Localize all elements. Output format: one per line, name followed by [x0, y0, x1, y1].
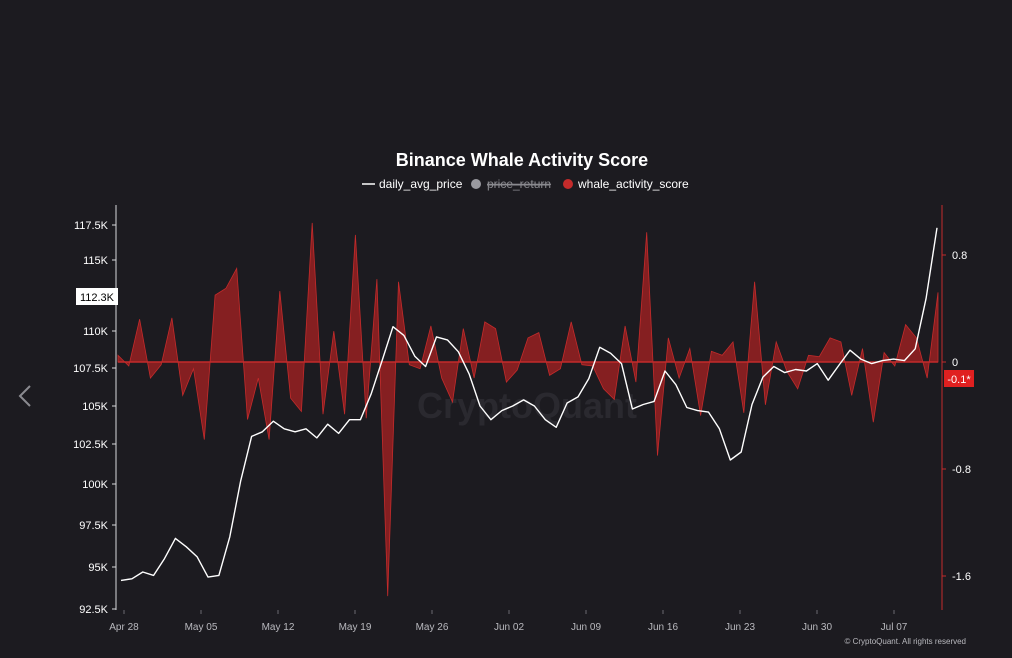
x-tick-label: Apr 28	[109, 622, 139, 633]
price-badge: 112.3K	[76, 288, 118, 305]
x-tick-label: Jun 30	[802, 622, 832, 633]
left-tick-label: 100K	[82, 479, 108, 491]
chevron-left-icon[interactable]	[14, 382, 42, 410]
left-tick-label: 102.5K	[73, 439, 109, 451]
left-tick-label: 105K	[82, 401, 108, 413]
whale-activity-score-area	[117, 222, 939, 597]
x-tick-label: May 26	[416, 622, 449, 633]
daily-avg-price-series	[120, 227, 938, 582]
score-badge-text: -0.1*	[947, 374, 971, 386]
left-tick-label: 110K	[83, 326, 109, 338]
right-tick-label: 0.8	[952, 250, 967, 262]
credit-text: © CryptoQuant. All rights reserved	[845, 637, 967, 646]
left-tick-label: 97.5K	[79, 520, 108, 532]
legend-item-whale-activity-score[interactable]: whale_activity_score	[563, 177, 689, 191]
x-tick-label: Jun 23	[725, 622, 755, 633]
legend-label-whale-activity-score: whale_activity_score	[577, 177, 689, 191]
left-axis-ticks: 92.5K 95K 97.5K 100K 102.5K 105K 107.5K 110K 115…	[73, 220, 116, 616]
axes	[115, 205, 943, 610]
x-tick-label: Jun 09	[571, 622, 601, 633]
left-tick-label: 117.5K	[74, 220, 109, 232]
x-tick-label: Jul 07	[881, 622, 908, 633]
left-tick-label: 115K	[83, 255, 109, 267]
right-tick-label: -0.8	[952, 464, 971, 476]
x-tick-label: May 05	[185, 622, 218, 633]
x-tick-label: May 12	[262, 622, 295, 633]
chart-title: Binance Whale Activity Score	[396, 150, 648, 170]
x-tick-label: May 19	[339, 622, 372, 633]
right-axis-ticks: 0.8 0 -0.8 -1.6	[942, 250, 971, 583]
left-tick-label: 92.5K	[79, 604, 108, 616]
legend-label-price-return: price_return	[487, 177, 551, 191]
right-tick-label: 0	[952, 357, 958, 369]
right-tick-label: -1.6	[952, 571, 971, 583]
left-tick-label: 107.5K	[73, 363, 109, 375]
legend-item-daily-avg-price[interactable]: daily_avg_price	[362, 177, 463, 191]
score-badge: -0.1*	[944, 370, 974, 387]
daily-avg-price-line	[120, 227, 938, 582]
legend: daily_avg_price price_return whale_activ…	[362, 177, 689, 191]
x-tick-label: Jun 02	[494, 622, 524, 633]
price-badge-text: 112.3K	[80, 292, 115, 304]
legend-item-price-return[interactable]: price_return	[471, 177, 551, 191]
x-tick-label: Jun 16	[648, 622, 678, 633]
legend-label-daily-avg-price: daily_avg_price	[379, 177, 463, 191]
x-axis-ticks: Apr 28 May 05 May 12 May 19 May 26 Jun 02 Jun …	[109, 610, 908, 633]
whale-activity-score-series	[117, 222, 939, 597]
left-tick-label: 95K	[88, 562, 108, 574]
